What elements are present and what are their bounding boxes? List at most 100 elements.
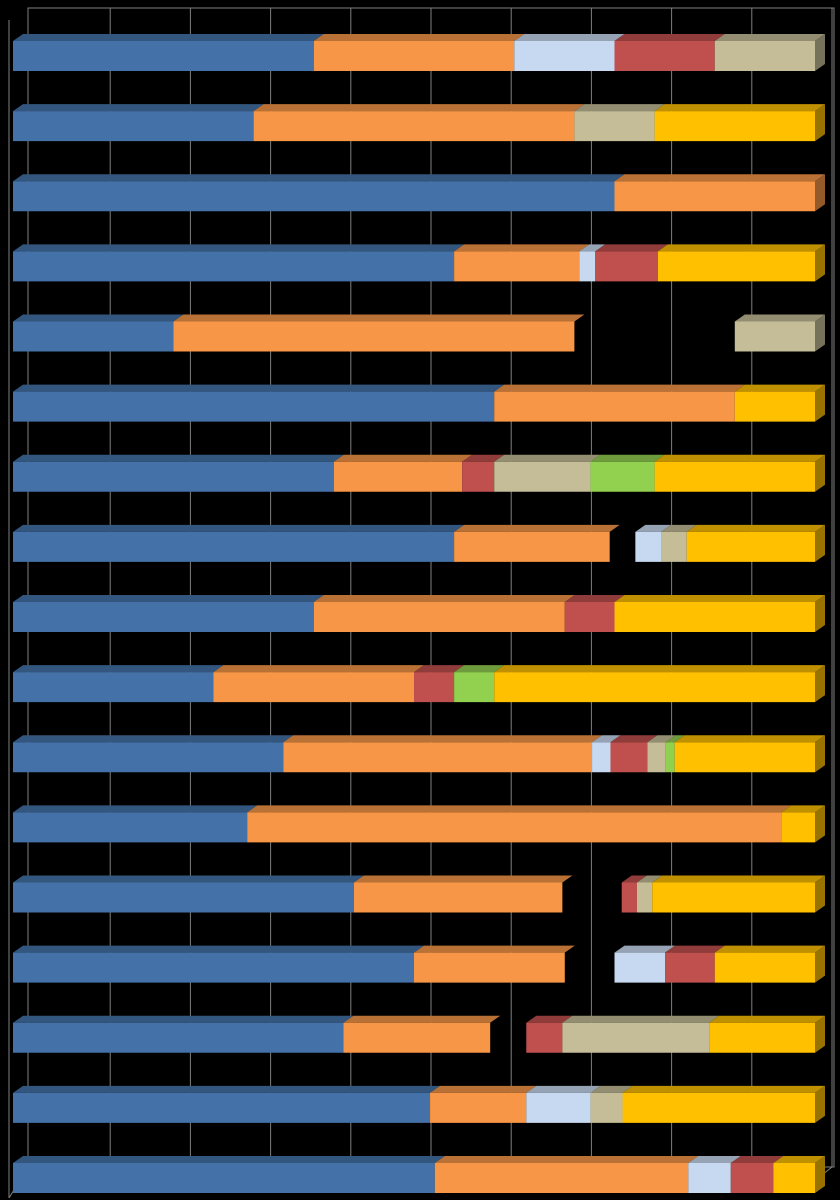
bar-end-cap [815,595,825,632]
bar-end-cap [815,524,825,562]
bar-segment-top [13,595,324,602]
bar-segment [13,742,284,773]
bar-segment-top [665,945,725,953]
bar-segment-top [353,875,573,883]
bar-end-cap [815,174,825,212]
bar-segment-top [430,1085,537,1093]
bar-segment [343,1022,491,1053]
bar-segment-top [714,945,825,953]
bar-segment [454,251,580,282]
bar-segment [709,1022,815,1053]
bar-row [13,314,825,352]
bar-segment-top [13,384,505,392]
bars [13,34,825,1193]
bar-segment-top [173,314,585,322]
bar-segment-top [654,104,825,112]
bar-segment-top [709,1015,825,1023]
bar-segment [686,531,815,562]
bar-segment-top [730,1156,784,1163]
bar-segment [734,391,815,422]
bar-segment-top [13,174,625,182]
bar-segment [494,461,591,492]
bar-segment [253,111,575,142]
bar-segment [688,1163,731,1193]
bar-segment [562,1022,710,1053]
bar-segment-top [592,735,621,743]
bar-segment [665,742,675,773]
bar-segment [353,882,563,913]
bar-segment [414,952,565,983]
bar-segment [13,391,495,422]
bar-segment-top [574,104,665,112]
bar-row [13,805,825,843]
bar-segment [622,1092,815,1123]
bar-row [13,665,825,703]
bar-segment-top [247,805,792,813]
bar-segment [494,672,815,703]
bar-segment [13,672,214,703]
bar-segment-top [494,384,745,392]
bar-end-cap [815,104,825,142]
bar-segment [595,251,658,282]
bar-segment-top [414,945,575,953]
bar-segment-top [614,945,676,953]
bar-segment [173,321,575,352]
bar-segment-top [614,174,825,182]
bar-end-cap [815,384,825,422]
bar-segment-top [781,805,825,813]
bar-segment [494,391,735,422]
bar-segment-top [13,454,344,462]
bar-segment-top [714,34,825,41]
bar-segment [333,461,463,492]
bar-row [13,875,825,913]
bar-segment-top [13,735,294,743]
bar-segment [636,882,653,913]
bar-segment-top [734,384,825,392]
bar-segment-top [213,665,424,673]
bar-end-cap [815,735,825,773]
bar-segment-top [13,875,364,883]
bar-segment-top [614,34,725,41]
bar-segment [462,461,495,492]
bar-end-cap [815,34,825,71]
bar-segment-top [647,735,676,743]
bar-segment [13,1163,435,1193]
bar-end-cap [815,454,825,492]
bar-segment-top [454,524,620,532]
bar-segment [614,602,815,632]
bar-segment-top [734,314,825,322]
bar-segment-top [686,524,825,532]
bar-segment-top [526,1015,573,1023]
bar-segment [657,251,815,282]
bar-segment [430,1092,527,1123]
bar-segment-top [652,875,825,883]
bar-segment [13,41,314,71]
bar-segment [674,742,815,773]
bar-segment-top [635,524,672,532]
bar-segment [526,1022,563,1053]
bar-segment-top [13,945,424,953]
bar-segment-top [494,454,601,462]
bar-segment [652,882,815,913]
bar-segment-top [590,1085,633,1093]
bar-segment [621,882,637,913]
bar-row [13,524,825,562]
bar-segment [13,952,414,983]
bar-segment [647,742,666,773]
bar-row [13,595,825,632]
bar-end-cap [815,1015,825,1053]
bar-segment-top [614,595,825,602]
bar-segment [590,1092,623,1123]
bar-segment [781,812,815,843]
bar-segment [714,41,815,71]
bar-segment [454,672,495,703]
bar-end-cap [815,945,825,983]
bar-segment [454,531,610,562]
bar-segment-top [313,595,575,602]
bar-segment-top [414,665,465,673]
bar-segment [714,952,815,983]
bar-segment [514,41,615,71]
bar-segment-top [621,875,647,883]
bar-segment-top [579,244,606,252]
bar-segment [213,672,414,703]
